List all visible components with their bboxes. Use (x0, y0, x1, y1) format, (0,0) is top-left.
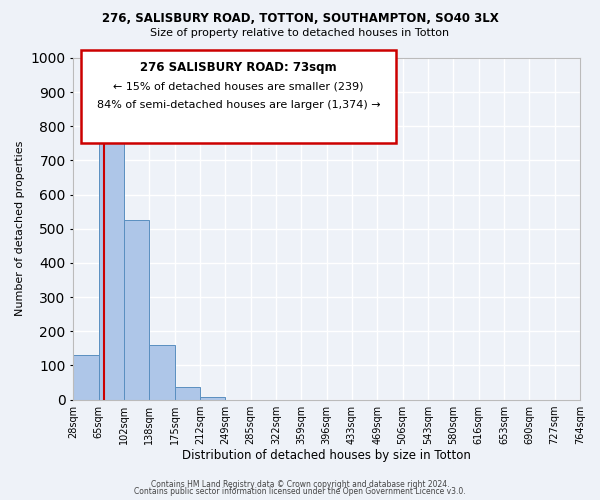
Bar (175, 386, 200, 400)
Text: Contains HM Land Registry data © Crown copyright and database right 2024.: Contains HM Land Registry data © Crown c… (151, 480, 449, 489)
Text: 276, SALISBURY ROAD, TOTTON, SOUTHAMPTON, SO40 3LX: 276, SALISBURY ROAD, TOTTON, SOUTHAMPTON… (101, 12, 499, 26)
Bar (200, 397, 226, 400)
X-axis label: Distribution of detached houses by size in Totton: Distribution of detached houses by size … (182, 450, 471, 462)
Bar (124, 220, 149, 400)
Bar (98, 135, 124, 400)
Text: Contains public sector information licensed under the Open Government Licence v3: Contains public sector information licen… (134, 487, 466, 496)
Text: 84% of semi-detached houses are larger (1,374) →: 84% of semi-detached houses are larger (… (97, 100, 380, 110)
Y-axis label: Number of detached properties: Number of detached properties (15, 141, 25, 316)
Text: 276 SALISBURY ROAD: 73sqm: 276 SALISBURY ROAD: 73sqm (140, 61, 337, 74)
Bar (149, 345, 175, 400)
Bar (73, 355, 98, 400)
Text: Size of property relative to detached houses in Totton: Size of property relative to detached ho… (151, 28, 449, 38)
Text: ← 15% of detached houses are smaller (239): ← 15% of detached houses are smaller (23… (113, 82, 364, 92)
